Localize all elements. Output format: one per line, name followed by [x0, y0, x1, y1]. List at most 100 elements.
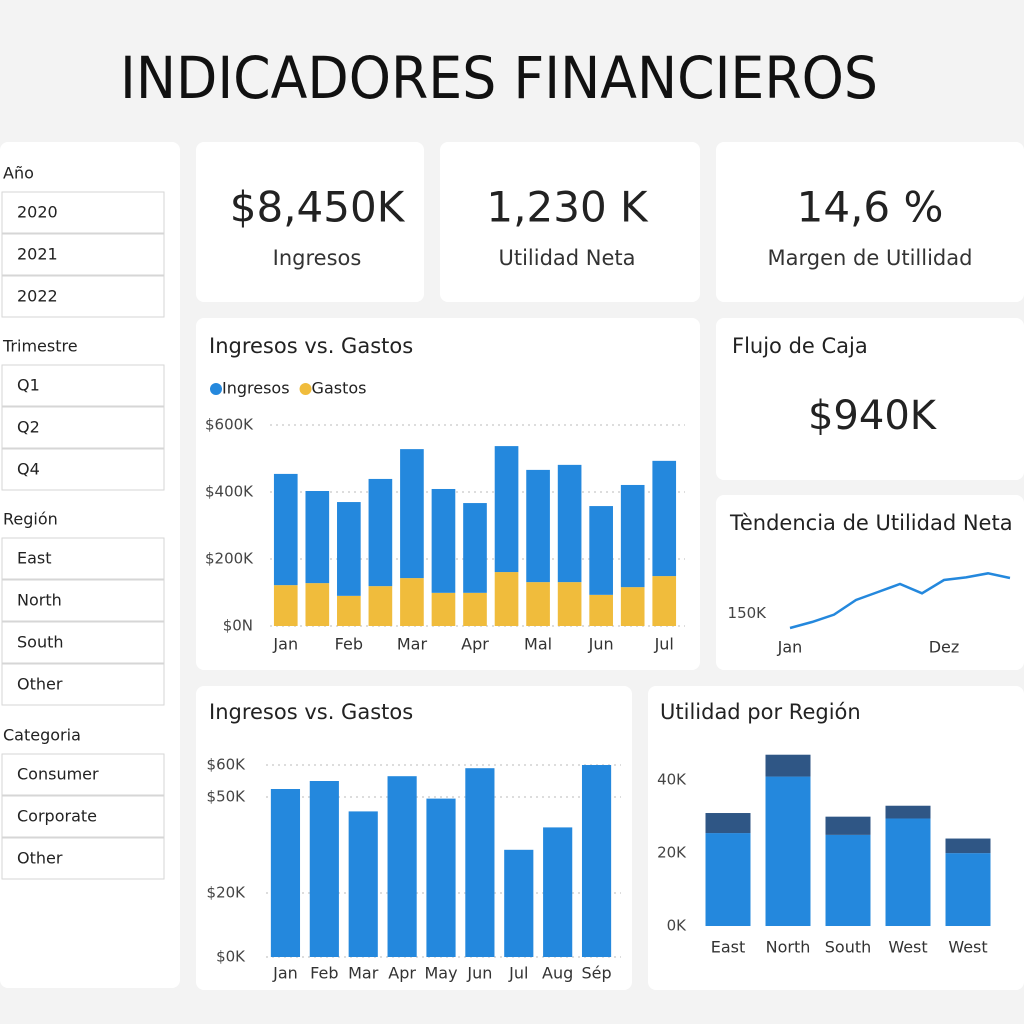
kpi-value: $8,450K [230, 183, 406, 232]
filter-option[interactable] [1, 663, 165, 706]
filter-option[interactable] [1, 621, 165, 664]
cash-flow-card [716, 318, 1024, 480]
bar-segment [368, 586, 393, 626]
filter-option[interactable] [1, 753, 165, 796]
kpi-label: Margen de Utillidad [768, 246, 973, 270]
legend-label: Gastos [312, 379, 367, 398]
x-tick-label: Jan [272, 964, 298, 983]
filter-option[interactable] [1, 191, 165, 234]
filter-option-label[interactable]: South [17, 633, 64, 652]
x-tick-label: May [424, 964, 457, 983]
cash-flow-value: $940K [808, 393, 938, 439]
bar-segment [431, 488, 456, 593]
x-tick-label: Apr [461, 635, 489, 654]
y-tick-label: $200K [205, 550, 254, 568]
x-tick-label: North [766, 938, 811, 957]
line [789, 572, 1011, 630]
bar-segment [305, 583, 330, 626]
filter-option[interactable] [1, 448, 165, 491]
x-tick-label: Mar [348, 964, 379, 983]
bar-segment [463, 592, 487, 626]
filter-option-label[interactable]: 2021 [17, 245, 58, 264]
bar-segment [400, 449, 424, 579]
filter-option[interactable] [1, 579, 165, 622]
x-tick-label: Sép [581, 964, 611, 983]
chart-title: Ingresos vs. Gastos [209, 700, 413, 724]
x-tick-label: Jan [777, 638, 803, 657]
legend-label: Ingresos [222, 379, 290, 398]
x-tick-label: Jun [466, 964, 492, 983]
bar-segment [557, 464, 582, 583]
y-tick-label: $400K [205, 483, 254, 501]
bar-segment [368, 478, 393, 587]
bar [348, 811, 378, 957]
y-tick-label: $50K [207, 788, 247, 806]
bar-segment [620, 587, 645, 626]
filter-option-label[interactable]: East [17, 549, 52, 568]
y-tick-label: $20K [207, 884, 247, 902]
bar-segment [526, 582, 550, 626]
bar-segment [589, 506, 613, 595]
filter-option[interactable] [1, 364, 165, 407]
y-tick-label: 0K [667, 917, 688, 935]
chart-title: Tèndencia de Utilidad Neta [729, 511, 1013, 535]
filter-label: Categoria [3, 726, 81, 745]
filter-option-label[interactable]: Q2 [17, 418, 40, 437]
filter-option[interactable] [1, 233, 165, 276]
x-tick-label: South [825, 938, 872, 957]
bar [309, 781, 339, 957]
bar-segment [273, 585, 298, 626]
bar [426, 798, 456, 957]
bar-segment [620, 484, 645, 588]
filter-option[interactable] [1, 275, 165, 318]
kpi-value: 1,230 K [486, 183, 649, 232]
filter-option[interactable] [1, 795, 165, 838]
x-tick-label: Jan [272, 635, 298, 654]
filter-option-label[interactable]: North [17, 591, 62, 610]
filter-option-label[interactable]: 2020 [17, 203, 58, 222]
x-tick-label: Jun [588, 635, 614, 654]
bar-segment [494, 446, 519, 573]
filter-label: Año [3, 164, 34, 183]
bar-segment [589, 594, 613, 626]
bar-segment [494, 572, 519, 626]
bar-segment [557, 582, 582, 626]
bar-segment [825, 834, 871, 926]
filter-option-label[interactable]: Other [17, 675, 63, 694]
bar-segment [305, 490, 330, 584]
bar-segment [885, 805, 931, 819]
kpi-label: Ingresos [273, 246, 362, 270]
chart-title: Utilidad por Región [660, 700, 861, 724]
bar-segment [431, 592, 456, 626]
x-tick-label: Mal [524, 635, 552, 654]
kpi-card [716, 142, 1024, 302]
bar-segment [652, 576, 677, 626]
bar-segment [825, 816, 871, 835]
y-tick-label: 40K [657, 771, 687, 789]
card-title: Flujo de Caja [732, 334, 868, 358]
legend-swatch [299, 383, 312, 395]
filter-option-label[interactable]: Other [17, 849, 63, 868]
filter-option-label[interactable]: Consumer [17, 765, 99, 784]
bar-segment [945, 853, 991, 926]
x-tick-label: Apr [388, 964, 416, 983]
filter-option[interactable] [1, 837, 165, 880]
filter-option-label[interactable]: 2022 [17, 287, 58, 306]
filter-option-label[interactable]: Q4 [17, 460, 40, 479]
x-tick-label: Mar [397, 635, 428, 654]
kpi-value: 14,6 % [797, 183, 944, 232]
x-tick-label: Jul [654, 635, 674, 654]
chart-title: Ingresos vs. Gastos [209, 334, 413, 358]
x-tick-label: East [711, 938, 746, 957]
filter-option-label[interactable]: Q1 [17, 376, 40, 395]
filter-option[interactable] [1, 537, 165, 580]
bar-segment [337, 595, 361, 626]
filter-option[interactable] [1, 406, 165, 449]
filter-option-label[interactable]: Corporate [17, 807, 97, 826]
kpi-card [196, 142, 424, 302]
bar-segment [337, 502, 361, 596]
bar-segment [400, 578, 424, 626]
x-tick-label: Jul [508, 964, 528, 983]
bar-segment [945, 838, 991, 854]
